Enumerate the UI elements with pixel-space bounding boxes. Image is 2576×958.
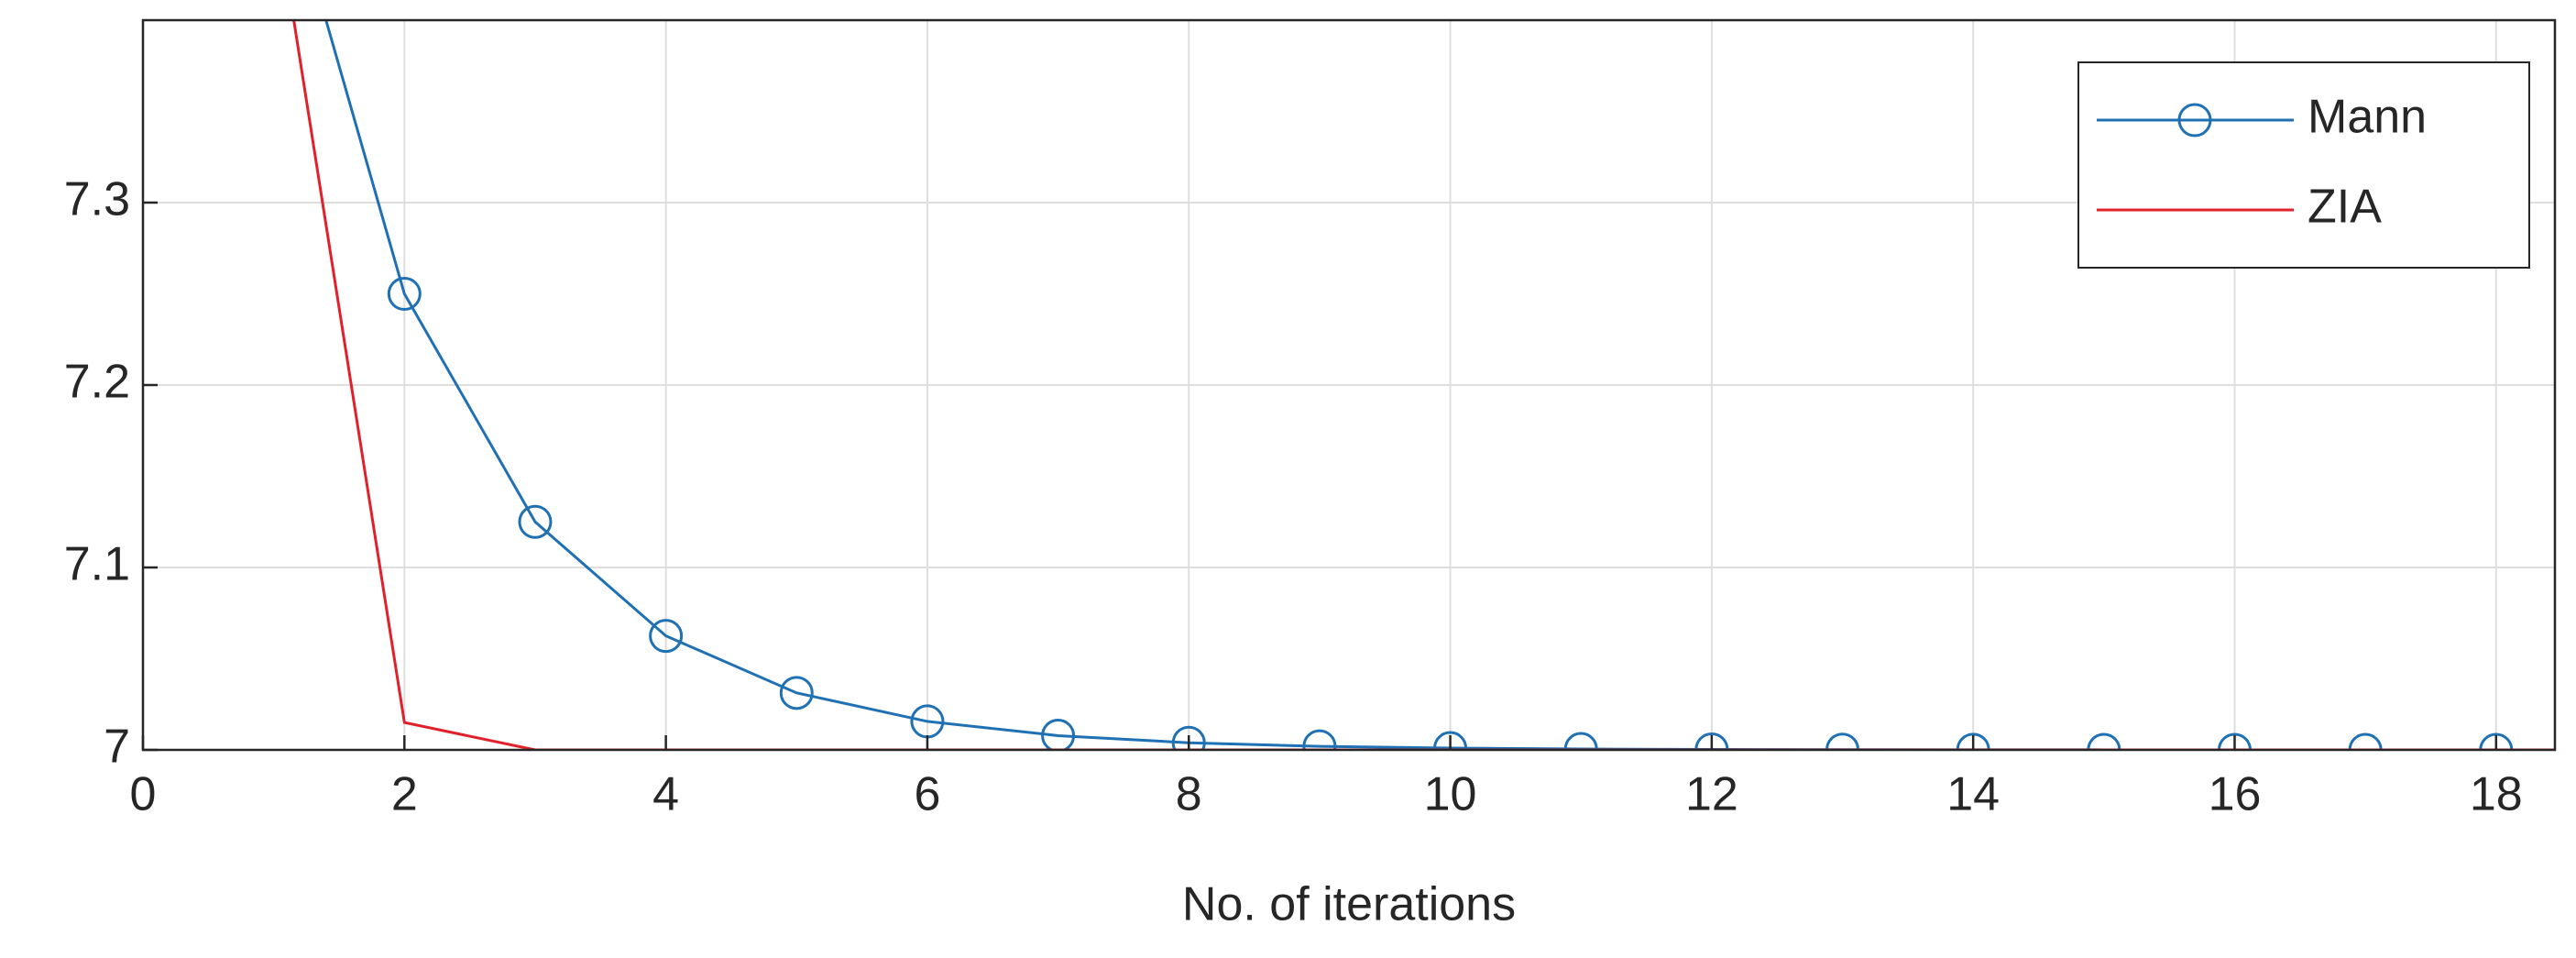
marker [1302, 729, 1337, 750]
y-tick-label: 7.1 [64, 538, 130, 591]
x-tick-label: 12 [1685, 768, 1738, 821]
legend-label: ZIA [2307, 181, 2382, 234]
legend: Mann ZIA [2077, 61, 2530, 269]
marker [1433, 731, 1468, 750]
x-tick-label: 4 [652, 768, 679, 821]
x-tick-label: 14 [1946, 768, 2000, 821]
marker [387, 277, 422, 311]
y-tick-label: 7.3 [64, 173, 130, 226]
x-tick-label: 2 [391, 768, 418, 821]
y-tick-label: 7.2 [64, 356, 130, 409]
legend-label: Mann [2307, 91, 2427, 144]
y-tick-label: 7 [104, 721, 130, 774]
x-tick-label: 8 [1176, 768, 1202, 821]
marker [1041, 718, 1076, 750]
marker [649, 619, 684, 654]
marker [1171, 725, 1206, 750]
marker [518, 504, 553, 539]
x-tick-label: 10 [1424, 768, 1477, 821]
legend-marker [2177, 103, 2212, 138]
x-tick-label: 16 [2209, 768, 2262, 821]
legend-box [2077, 61, 2530, 269]
marker [779, 676, 814, 710]
x-tick-label: 0 [130, 768, 157, 821]
x-tick-label: 18 [2470, 768, 2523, 821]
ticks: 0 2 4 6 8 10 12 14 16 18 7 7.1 7.2 7.3 [64, 173, 2523, 821]
x-tick-label: 6 [914, 768, 940, 821]
x-axis-label: No. of iterations [1182, 878, 1516, 931]
